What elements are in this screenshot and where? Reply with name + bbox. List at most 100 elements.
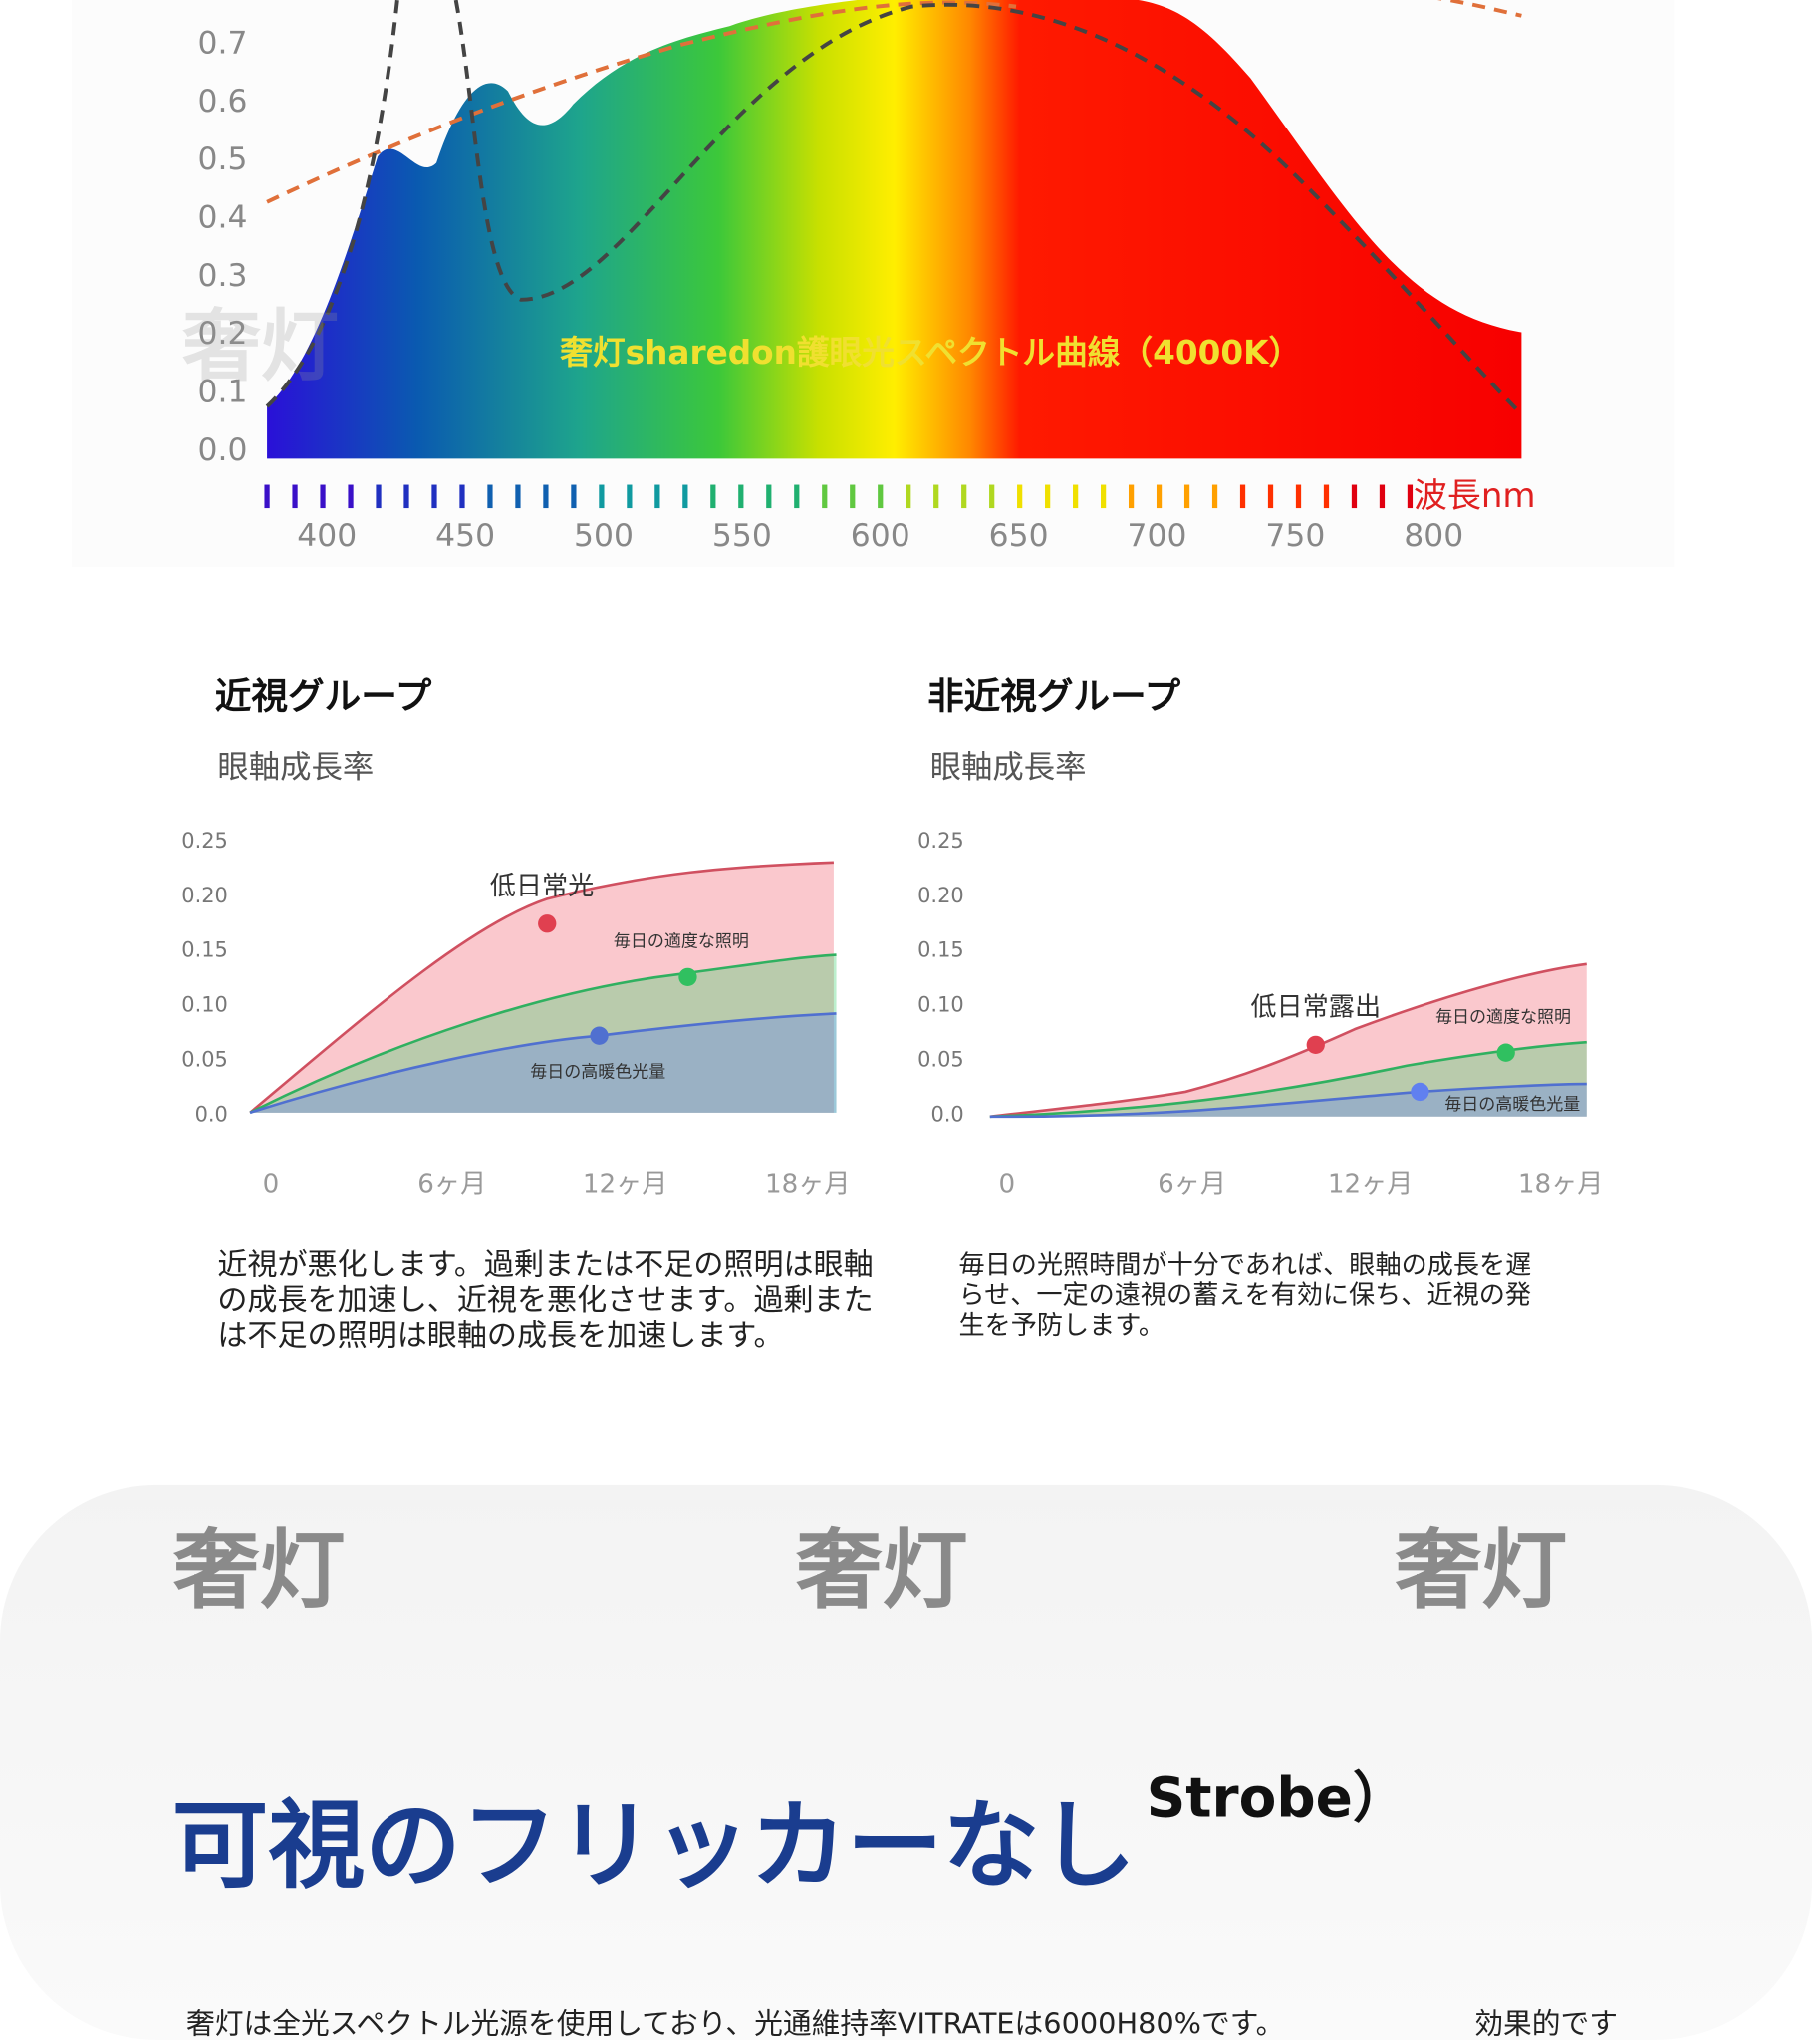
text: 波長nm (1414, 476, 1536, 516)
wavelength-tick (1239, 484, 1246, 509)
wavelength-tick (459, 484, 465, 509)
text: 非近視グループ (927, 675, 1180, 718)
text: 0.10 (917, 993, 964, 1017)
text: 0.25 (181, 829, 228, 853)
text: 0.1 (198, 374, 248, 409)
wavelength-tick (989, 484, 995, 509)
wavelength-tick (320, 484, 326, 509)
text: 750 (1265, 518, 1325, 554)
wavelength-tick (292, 484, 298, 509)
text: 奢灯は全光スペクトル光源を使用しており、光通維持率VITRATEは6000H80… (186, 2007, 1284, 2040)
text: らせ、一定の遠視の蓄えを有効に保ち、近視の発 (958, 1281, 1531, 1311)
curve-line (989, 962, 1587, 1119)
text: 0.20 (181, 884, 228, 907)
wavelength-tick (1323, 484, 1330, 509)
text: 800 (1404, 518, 1463, 554)
point (590, 1026, 609, 1045)
wavelength-tick (1295, 484, 1302, 509)
curve-area (989, 1084, 1587, 1117)
point (538, 914, 557, 933)
wavelength-tick (1183, 484, 1190, 509)
text: 可視のフリッカーなし (172, 1789, 1137, 1902)
text: 0.4 (198, 200, 248, 236)
wavelength-tick (571, 484, 577, 509)
text: 0.15 (917, 938, 964, 962)
text: 6ヶ月 (1158, 1170, 1226, 1200)
wavelength-tick (487, 484, 493, 509)
text: 毎日の適度な照明 (1435, 1007, 1571, 1027)
wavelength-tick (1128, 484, 1135, 509)
text: 眼軸成長率 (217, 750, 374, 786)
text: 奢灯 (182, 301, 339, 392)
text: Strobe） (1147, 1766, 1408, 1830)
wavelength-tick (710, 484, 716, 509)
wavelength-tick (822, 484, 828, 509)
text: 18ヶ月 (765, 1170, 851, 1200)
wavelength-tick (1351, 484, 1358, 509)
text: の成長を加速し、近視を悪化させます。過剰また (217, 1283, 873, 1318)
wavelength-tick (1211, 484, 1218, 509)
text: 0.0 (195, 1102, 228, 1126)
text: 毎日の光照時間が十分であれば、眼軸の成長を遅 (958, 1251, 1531, 1281)
text: 600 (851, 518, 910, 554)
text: 450 (435, 518, 495, 554)
text: 12ヶ月 (1328, 1170, 1414, 1200)
curve-area (989, 963, 1587, 1117)
wavelength-tick (933, 484, 939, 509)
text: 奢灯 (1396, 1521, 1568, 1621)
wavelength-tick (738, 484, 744, 509)
text: 0 (263, 1170, 280, 1200)
curve-line (249, 861, 834, 1114)
text: 500 (574, 518, 634, 554)
point (1411, 1082, 1429, 1102)
point (1496, 1043, 1515, 1062)
wavelength-tick (1379, 484, 1386, 509)
text: 0.20 (917, 884, 964, 907)
text: 0.25 (917, 829, 964, 853)
text: 眼軸成長率 (930, 750, 1087, 786)
wavelength-tick (515, 484, 521, 509)
reference-curve (266, 0, 1017, 204)
wavelength-tick (766, 484, 772, 509)
wavelength-tick (1101, 484, 1107, 509)
curve-line (989, 1082, 1587, 1119)
text: 18ヶ月 (1518, 1170, 1604, 1200)
text: 効果的です (1474, 2007, 1618, 2040)
wavelength-tick (403, 484, 409, 509)
text: 0.2 (198, 316, 248, 352)
wavelength-tick (1267, 484, 1274, 509)
text: 400 (297, 518, 357, 554)
curve-area (250, 1013, 837, 1113)
text: 0.05 (181, 1048, 228, 1072)
wavelength-tick (543, 484, 549, 509)
wavelength-tick (599, 484, 605, 509)
flicker-panel (0, 1484, 1812, 2040)
wavelength-tick (961, 484, 967, 509)
reference-curve (265, 0, 1523, 416)
text: 0.05 (917, 1048, 964, 1072)
curve-area (250, 954, 837, 1113)
wavelength-tick (794, 484, 800, 509)
text: 0.15 (181, 938, 228, 962)
spectrum-area (267, 0, 1522, 459)
text: 0.7 (198, 26, 248, 62)
point (1306, 1035, 1325, 1054)
curve-line (249, 953, 837, 1115)
wavelength-tick (431, 484, 437, 509)
text: 0 (999, 1170, 1016, 1200)
text: 奢灯 (173, 1521, 346, 1621)
wavelength-tick (1407, 484, 1414, 509)
text: 0.3 (198, 258, 248, 294)
text: 0.5 (198, 141, 248, 177)
wavelength-tick (348, 484, 354, 509)
text: 650 (989, 518, 1049, 554)
wavelength-tick (906, 484, 911, 509)
wavelength-tick (1073, 484, 1079, 509)
text: 低日常光 (490, 872, 595, 901)
reference-curve (1436, 0, 1522, 18)
text: 700 (1128, 518, 1187, 554)
wavelength-tick (1045, 484, 1051, 509)
wavelength-tick (654, 484, 660, 509)
